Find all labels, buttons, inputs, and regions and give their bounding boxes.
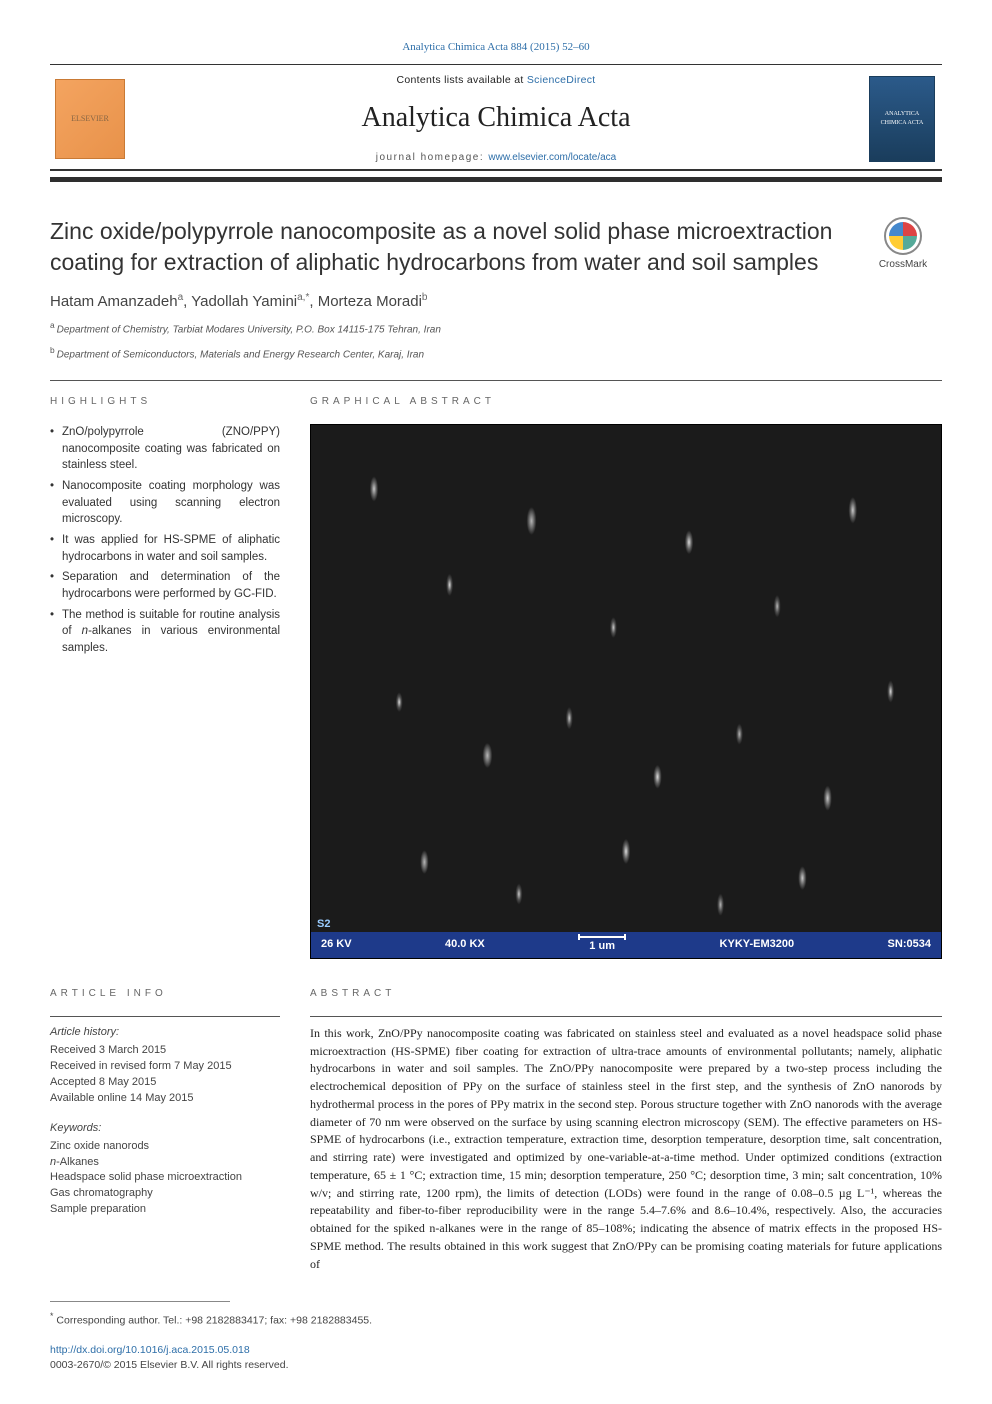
citation-link[interactable]: Analytica Chimica Acta 884 (2015) 52–60 bbox=[402, 41, 589, 53]
sem-kv: 26 KV bbox=[321, 937, 352, 953]
keyword: Zinc oxide nanorods bbox=[50, 1139, 280, 1155]
copyright-line: 0003-2670/© 2015 Elsevier B.V. All right… bbox=[50, 1358, 942, 1373]
highlight-item: Nanocomposite coating morphology was eva… bbox=[50, 478, 280, 528]
keyword: n-Alkanes bbox=[50, 1155, 280, 1171]
author-1: Hatam Amanzadeh bbox=[50, 293, 178, 310]
affil-a-text: Department of Chemistry, Tarbiat Modares… bbox=[57, 324, 441, 335]
affiliation-b: bDepartment of Semiconductors, Materials… bbox=[50, 344, 942, 363]
abstract-column: ABSTRACT In this work, ZnO/PPy nanocompo… bbox=[310, 987, 942, 1273]
highlight-item: ZnO/polypyrrole (ZNO/PPY) nanocomposite … bbox=[50, 424, 280, 474]
abstract-heading: ABSTRACT bbox=[310, 987, 942, 1002]
history-heading: Article history: bbox=[50, 1025, 280, 1041]
keyword: Headspace solid phase microextraction bbox=[50, 1170, 280, 1186]
sem-sn: SN:0534 bbox=[888, 937, 931, 953]
affiliation-a: aDepartment of Chemistry, Tarbiat Modare… bbox=[50, 319, 942, 338]
history-line: Available online 14 May 2015 bbox=[50, 1091, 280, 1107]
keywords-heading: Keywords: bbox=[50, 1121, 280, 1137]
info-divider bbox=[50, 1016, 280, 1017]
journal-cover: ANALYTICA CHIMICA ACTA bbox=[869, 76, 935, 162]
highlights-and-gabstract-row: HIGHLIGHTS ZnO/polypyrrole (ZNO/PPY) nan… bbox=[50, 395, 942, 959]
article-info-column: ARTICLE INFO Article history: Received 3… bbox=[50, 987, 280, 1273]
homepage-line: journal homepage: www.elsevier.com/locat… bbox=[130, 151, 862, 166]
sem-scale: 1 um bbox=[578, 936, 626, 955]
citation-line: Analytica Chimica Acta 884 (2015) 52–60 bbox=[50, 40, 942, 56]
corresponding-author: *Corresponding author. Tel.: +98 2182883… bbox=[50, 1310, 942, 1329]
keyword: Sample preparation bbox=[50, 1202, 280, 1218]
article-info-heading: ARTICLE INFO bbox=[50, 987, 280, 1002]
title-row: Zinc oxide/polypyrrole nanocomposite as … bbox=[50, 216, 942, 277]
abstract-text: In this work, ZnO/PPy nanocomposite coat… bbox=[310, 1025, 942, 1274]
sem-scale-label: 1 um bbox=[589, 939, 615, 955]
homepage-link[interactable]: www.elsevier.com/locate/aca bbox=[488, 152, 616, 163]
graphical-abstract-heading: GRAPHICAL ABSTRACT bbox=[310, 395, 942, 410]
author-2: Yadollah Yamini bbox=[191, 293, 297, 310]
sem-scale-bar bbox=[578, 936, 626, 938]
highlights-column: HIGHLIGHTS ZnO/polypyrrole (ZNO/PPY) nan… bbox=[50, 395, 280, 959]
sem-corner-label: S2 bbox=[317, 917, 330, 933]
highlights-list: ZnO/polypyrrole (ZNO/PPY) nanocomposite … bbox=[50, 424, 280, 657]
publisher-logo-slot: ELSEVIER bbox=[50, 79, 130, 159]
sem-texture bbox=[311, 425, 941, 959]
history-line: Received 3 March 2015 bbox=[50, 1043, 280, 1059]
homepage-label: journal homepage: bbox=[376, 152, 489, 163]
masthead-center: Contents lists available at ScienceDirec… bbox=[130, 73, 862, 165]
masthead: ELSEVIER Contents lists available at Sci… bbox=[50, 64, 942, 171]
author-1-affil: a bbox=[178, 292, 184, 303]
highlight-item: Separation and determination of the hydr… bbox=[50, 569, 280, 602]
sciencedirect-link[interactable]: ScienceDirect bbox=[527, 74, 596, 86]
history-line: Received in revised form 7 May 2015 bbox=[50, 1059, 280, 1075]
author-3-affil: b bbox=[422, 292, 428, 303]
contents-line: Contents lists available at ScienceDirec… bbox=[130, 73, 862, 88]
crossmark-icon bbox=[883, 216, 923, 256]
thick-rule bbox=[50, 177, 942, 182]
elsevier-logo: ELSEVIER bbox=[55, 79, 125, 159]
keyword: Gas chromatography bbox=[50, 1186, 280, 1202]
highlight-item: The method is suitable for routine analy… bbox=[50, 607, 280, 657]
article-info-block: Article history: Received 3 March 2015 R… bbox=[50, 1025, 280, 1218]
journal-cover-slot: ANALYTICA CHIMICA ACTA bbox=[862, 76, 942, 162]
graphical-abstract-column: GRAPHICAL ABSTRACT S2 26 KV 40.0 KX 1 um… bbox=[310, 395, 942, 959]
author-2-corr: * bbox=[305, 292, 309, 303]
divider-1 bbox=[50, 380, 942, 381]
authors-line: Hatam Amanzadeha, Yadollah Yaminia,*, Mo… bbox=[50, 291, 942, 313]
highlight-item: It was applied for HS-SPME of aliphatic … bbox=[50, 532, 280, 565]
crossmark-label: CrossMark bbox=[879, 258, 927, 273]
abstract-divider bbox=[310, 1016, 942, 1017]
corr-text: Corresponding author. Tel.: +98 21828834… bbox=[56, 1315, 372, 1327]
sem-info-bar: 26 KV 40.0 KX 1 um KYKY-EM3200 SN:0534 bbox=[311, 932, 941, 959]
highlights-heading: HIGHLIGHTS bbox=[50, 395, 280, 410]
author-3: Morteza Moradi bbox=[318, 293, 422, 310]
journal-name: Analytica Chimica Acta bbox=[130, 98, 862, 139]
crossmark-badge[interactable]: CrossMark bbox=[864, 216, 942, 273]
sem-instrument: KYKY-EM3200 bbox=[720, 937, 795, 953]
sem-micrograph: S2 26 KV 40.0 KX 1 um KYKY-EM3200 SN:053… bbox=[310, 424, 942, 960]
affil-b-text: Department of Semiconductors, Materials … bbox=[57, 349, 424, 360]
doi-block: http://dx.doi.org/10.1016/j.aca.2015.05.… bbox=[50, 1343, 942, 1358]
footnote-rule bbox=[50, 1301, 230, 1302]
history-line: Accepted 8 May 2015 bbox=[50, 1075, 280, 1091]
contents-prefix: Contents lists available at bbox=[396, 74, 526, 86]
doi-link[interactable]: http://dx.doi.org/10.1016/j.aca.2015.05.… bbox=[50, 1344, 250, 1356]
sem-mag: 40.0 KX bbox=[445, 937, 485, 953]
info-and-abstract-row: ARTICLE INFO Article history: Received 3… bbox=[50, 987, 942, 1273]
article-title: Zinc oxide/polypyrrole nanocomposite as … bbox=[50, 216, 844, 277]
